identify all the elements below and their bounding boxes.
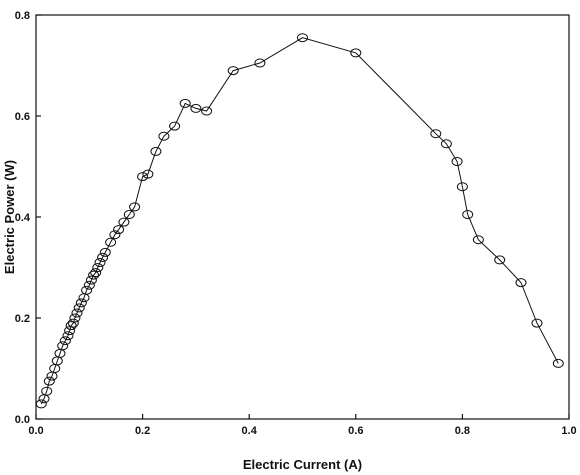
data-point [190,103,202,113]
y-tick-label: 0.2 [15,313,30,325]
x-axis-ticks: 0.0 0.2 0.4 0.6 0.8 1.0 [28,414,577,437]
data-point [59,336,71,346]
data-point [94,258,106,267]
data-point [88,270,100,280]
data-point [129,202,141,212]
x-tick-label: 0.0 [28,425,43,437]
data-point [462,210,474,219]
data-point [67,318,79,328]
data-point [158,131,170,141]
data-point [113,225,125,235]
data-point [123,210,135,219]
data-point [90,268,102,278]
data-point [451,157,463,166]
data-point [83,280,95,290]
data-point [35,399,47,409]
data-point [472,235,484,245]
plot-frame [35,14,570,420]
data-point [297,33,308,43]
data-point [456,182,468,192]
data-point [73,303,85,313]
x-axis-title: Electric Current (A) [243,457,362,472]
data-point [150,146,162,156]
data-point [440,139,452,149]
data-point [81,285,93,295]
data-point [75,298,87,308]
data-point [62,331,74,341]
data-point [494,255,506,265]
y-tick-label: 0.8 [15,10,30,22]
data-point [109,230,121,240]
data-point [142,169,154,179]
data-point [57,341,69,351]
series-layer [35,33,564,409]
series-line [40,37,559,405]
data-point [64,326,76,336]
data-point [85,275,97,285]
y-tick-label: 0.4 [15,212,31,224]
data-point [43,376,55,386]
data-point [201,106,213,116]
data-point [227,66,239,76]
x-tick-label: 0.2 [135,425,150,437]
data-point [169,121,181,131]
data-point [430,129,442,139]
data-point [552,358,564,368]
data-point [97,252,109,262]
data-point [137,172,149,182]
x-tick-label: 0.8 [455,425,470,437]
data-point [531,318,543,328]
data-point [179,98,191,108]
x-tick-label: 0.6 [348,425,363,437]
data-point [254,58,266,68]
data-point [99,247,111,257]
data-point [350,48,362,58]
y-axis-ticks: 0.0 0.2 0.4 0.6 0.8 [15,10,41,426]
data-point [69,313,81,323]
data-point [41,386,53,396]
data-point [515,278,527,288]
x-tick-label: 0.4 [242,425,258,437]
x-tick-label: 1.0 [561,425,576,437]
data-point [105,237,117,247]
y-tick-label: 0.6 [15,111,30,123]
data-point [71,308,83,318]
y-axis-title: Electric Power (W) [2,160,17,274]
y-tick-label: 0.0 [15,414,30,426]
data-point [92,263,104,272]
data-point [65,321,77,331]
data-point [118,217,130,227]
